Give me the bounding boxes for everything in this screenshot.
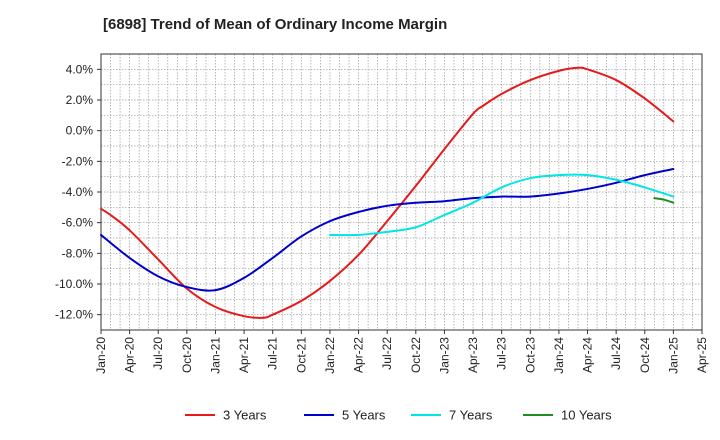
x-tick-label: Apr-21 xyxy=(237,337,251,373)
x-tick-label: Jan-21 xyxy=(208,337,222,374)
x-tick-label: Oct-22 xyxy=(409,337,423,373)
x-tick-label: Jan-23 xyxy=(437,337,451,374)
y-tick-label: -10.0% xyxy=(55,277,93,291)
y-tick-label: -12.0% xyxy=(55,308,93,322)
y-tick-label: -2.0% xyxy=(62,154,94,168)
y-tick-label: -6.0% xyxy=(62,216,94,230)
x-tick-label: Oct-24 xyxy=(638,337,652,373)
x-tick-label: Oct-20 xyxy=(180,337,194,373)
x-tick-label: Jul-21 xyxy=(266,337,280,370)
y-tick-label: 0.0% xyxy=(66,124,94,138)
legend-label-5-years: 5 Years xyxy=(342,408,386,423)
series-line-5-years xyxy=(100,168,675,292)
x-tick-label: Oct-23 xyxy=(523,337,537,373)
x-axis-ticks: Jan-20 Apr-20 Jul-20 Oct-20 Jan-21 Apr-21 Jul-… xyxy=(94,330,709,374)
legend-label-3-years: 3 Years xyxy=(223,408,267,423)
x-tick-label: Jul-22 xyxy=(380,337,394,370)
x-tick-label: Jan-25 xyxy=(666,337,680,374)
y-axis-ticks: 4.0% 2.0% 0.0% -2.0% -4.0% -6.0% -8.0% -10.0% -1… xyxy=(55,62,101,322)
x-tick-label: Apr-25 xyxy=(695,337,709,373)
series-line-10-years xyxy=(653,197,675,204)
legend-label-10-years: 10 Years xyxy=(561,408,612,423)
x-tick-label: Jul-20 xyxy=(151,337,165,370)
chart-title: [6898] Trend of Mean of Ordinary Income … xyxy=(103,16,448,33)
legend: 3 Years 5 Years 7 Years 10 Years xyxy=(185,408,612,423)
x-tick-label: Apr-20 xyxy=(123,337,137,373)
x-tick-label: Jul-24 xyxy=(609,337,623,370)
y-tick-label: 4.0% xyxy=(66,62,94,76)
y-tick-label: -4.0% xyxy=(62,185,94,199)
x-tick-label: Jan-24 xyxy=(552,337,566,374)
x-tick-label: Jan-20 xyxy=(94,337,108,374)
y-tick-label: 2.0% xyxy=(66,93,94,107)
x-tick-label: Jul-23 xyxy=(495,337,509,370)
x-tick-label: Oct-21 xyxy=(294,337,308,373)
x-tick-label: Jan-22 xyxy=(323,337,337,374)
x-tick-label: Apr-23 xyxy=(466,337,480,373)
x-tick-label: Apr-24 xyxy=(581,337,595,373)
y-tick-label: -8.0% xyxy=(62,246,94,260)
series-line-7-years xyxy=(328,173,675,237)
series-layer xyxy=(100,66,675,319)
series-line-3-years xyxy=(100,66,675,319)
legend-label-7-years: 7 Years xyxy=(449,408,493,423)
x-tick-label: Apr-22 xyxy=(352,337,366,373)
